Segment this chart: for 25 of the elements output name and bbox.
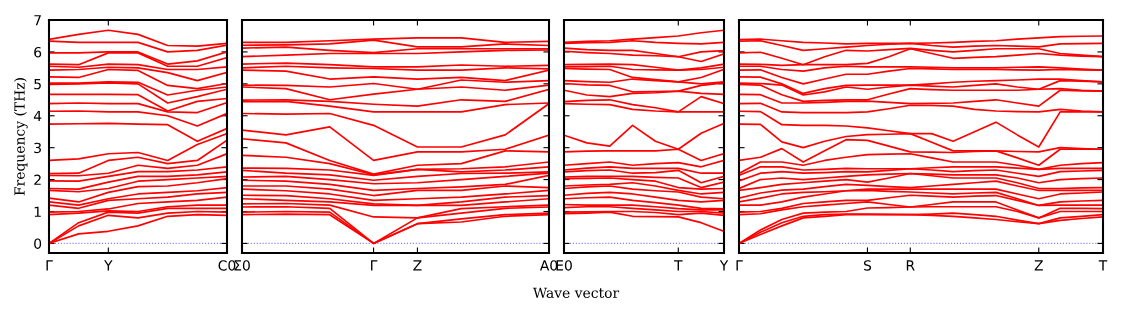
x-tick-label: A0 xyxy=(539,260,558,271)
y-tick-label: 0 xyxy=(34,238,42,249)
x-tick-label: Z xyxy=(413,260,422,271)
x-tick-label: Y xyxy=(104,260,113,271)
x-tick-label: E0 xyxy=(556,260,572,271)
x-tick-label: Y xyxy=(719,260,729,271)
x-tick-label: T xyxy=(1098,260,1108,271)
x-tick-label: C0 xyxy=(218,260,236,271)
x-tick-label: Z xyxy=(1034,260,1043,271)
y-axis-title: Frequency (THz) xyxy=(14,78,28,196)
x-tick-label: T xyxy=(674,260,683,271)
y-tick-label: 7 xyxy=(34,15,41,26)
x-axis-title: Wave vector xyxy=(532,287,620,299)
y-tick-label: 6 xyxy=(34,46,42,58)
x-tick-label: Γ xyxy=(46,260,53,271)
y-tick-label: 3 xyxy=(34,142,41,154)
y-tick-label: 2 xyxy=(34,174,41,185)
x-tick-label: R xyxy=(906,260,915,271)
y-tick-label: 1 xyxy=(34,206,41,217)
y-tick-label: 5 xyxy=(34,78,41,90)
x-tick-label: Σ0 xyxy=(234,260,250,271)
x-tick-label: S xyxy=(863,260,872,271)
x-tick-label: Γ xyxy=(736,260,743,271)
y-tick-label: 4 xyxy=(33,110,42,122)
x-tick-label: Γ xyxy=(371,260,378,271)
